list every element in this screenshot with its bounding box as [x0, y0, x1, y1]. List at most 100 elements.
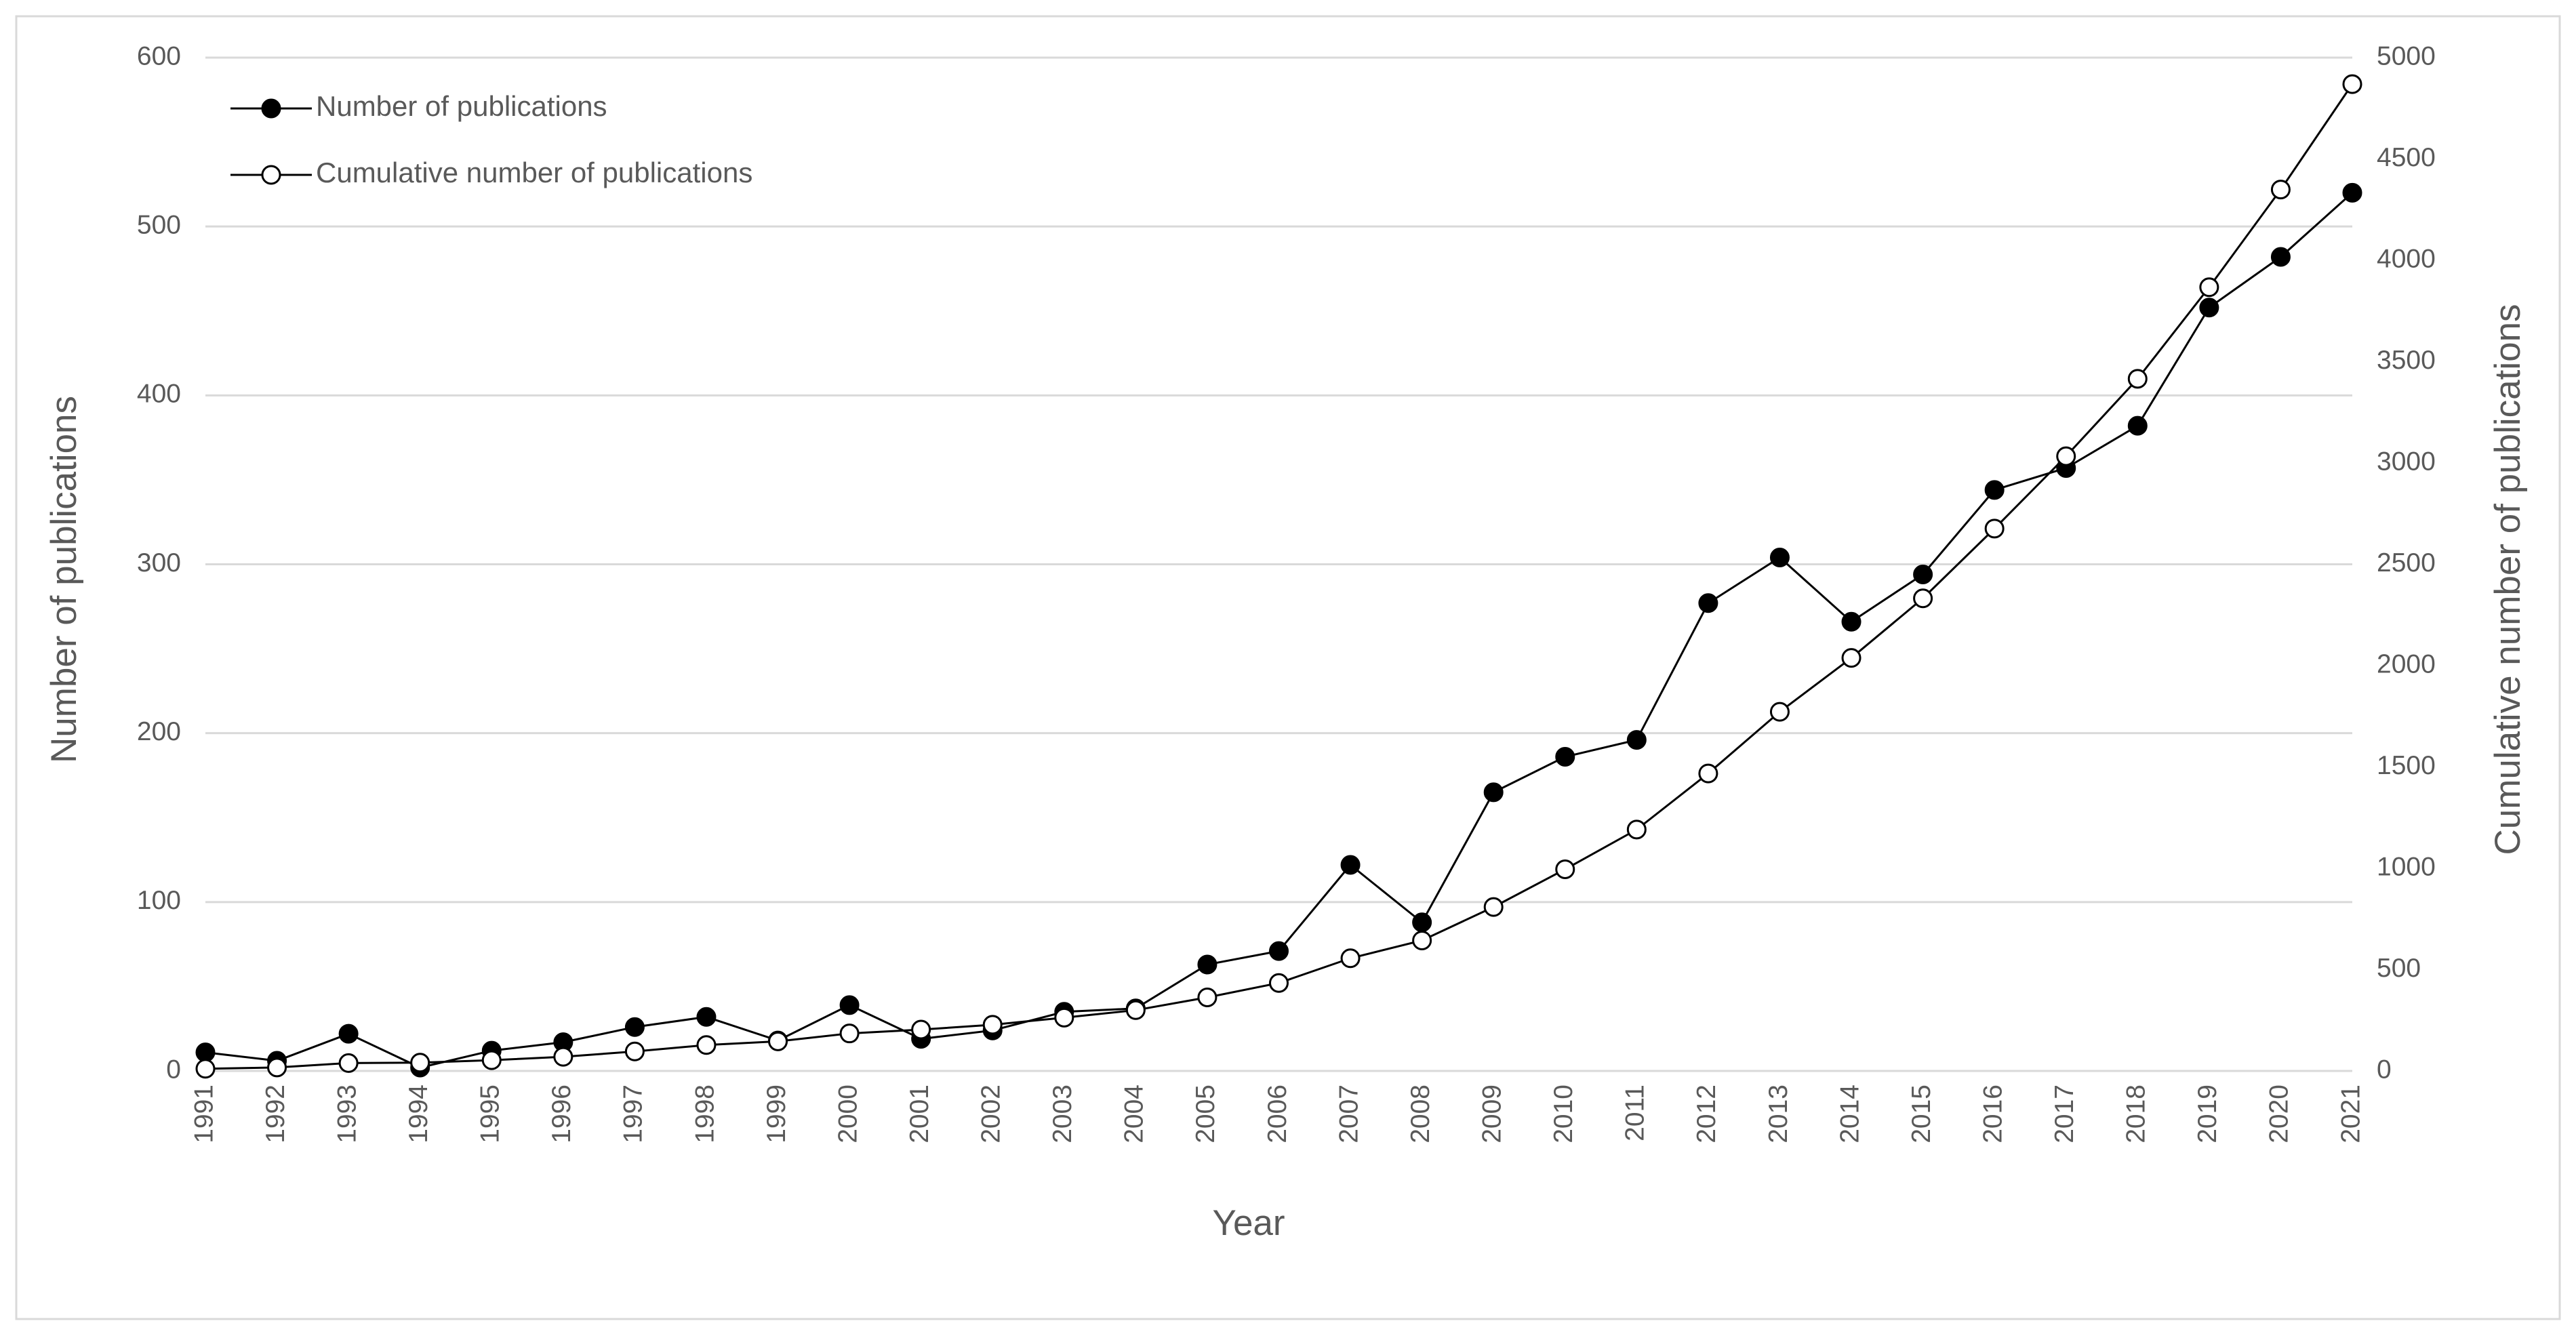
x-tick-label: 2004	[1120, 1084, 1149, 1143]
data-point	[1269, 973, 1289, 993]
data-point	[1125, 1000, 1146, 1020]
data-point	[1841, 648, 1861, 668]
data-point	[839, 995, 860, 1015]
data-point	[2056, 446, 2076, 466]
legend-label: Number of publications	[316, 90, 607, 122]
data-point	[696, 1007, 717, 1027]
y-axis-title: Number of publications	[44, 396, 84, 763]
data-point	[911, 1019, 931, 1040]
x-tick-label: 1992	[261, 1084, 290, 1143]
x-tick-label: 2010	[1549, 1084, 1578, 1143]
y2-tick-label: 2500	[2377, 548, 2436, 577]
x-tick-label: 2016	[1978, 1084, 2007, 1143]
x-tick-label: 1995	[476, 1084, 505, 1143]
data-point	[2270, 247, 2291, 267]
data-point	[624, 1041, 645, 1061]
data-point	[2342, 182, 2362, 203]
data-point	[839, 1023, 860, 1044]
data-point	[410, 1053, 430, 1073]
y-tick-label: 600	[137, 41, 181, 70]
data-point	[982, 1015, 1003, 1035]
data-point	[2127, 415, 2148, 436]
legend-marker	[261, 98, 281, 119]
x-tick-label: 1996	[547, 1084, 576, 1143]
data-point	[195, 1059, 216, 1079]
data-point	[1984, 519, 2005, 539]
data-point	[1555, 747, 1575, 767]
y2-tick-label: 3000	[2377, 447, 2436, 476]
data-point	[1483, 897, 1504, 917]
data-point	[1913, 588, 1933, 609]
x-tick-label: 2021	[2336, 1084, 2365, 1143]
x-tick-label: 1994	[404, 1084, 433, 1143]
y2-tick-label: 4000	[2377, 244, 2436, 273]
data-point	[338, 1053, 359, 1073]
data-point	[1269, 941, 1289, 961]
data-point	[1913, 564, 1933, 584]
y2-tick-label: 5000	[2377, 41, 2436, 70]
data-point	[1769, 702, 1790, 722]
x-tick-label: 2015	[1907, 1084, 1936, 1143]
y2-tick-label: 1500	[2377, 751, 2436, 780]
x-tick-label: 2002	[977, 1084, 1006, 1143]
x-tick-label: 2006	[1263, 1084, 1292, 1143]
data-point	[1483, 782, 1504, 803]
y-tick-label: 0	[166, 1055, 181, 1084]
data-point	[768, 1031, 788, 1051]
data-point	[1626, 819, 1647, 840]
data-point	[1412, 912, 1432, 933]
x-tick-label: 2020	[2265, 1084, 2294, 1143]
data-point	[1412, 930, 1432, 950]
x-tick-label: 2012	[1692, 1084, 1721, 1143]
y-tick-label: 400	[137, 380, 181, 409]
data-point	[624, 1017, 645, 1037]
data-point	[1984, 480, 2005, 500]
data-point	[2199, 298, 2219, 318]
x-tick-label: 1991	[189, 1084, 218, 1143]
x-tick-label: 2009	[1477, 1084, 1506, 1143]
data-point	[2127, 369, 2148, 389]
x-tick-label: 2019	[2193, 1084, 2222, 1143]
data-point	[2270, 180, 2291, 200]
data-point	[553, 1047, 573, 1067]
x-tick-label: 2000	[833, 1084, 862, 1143]
y2-tick-label: 0	[2377, 1055, 2392, 1084]
data-point	[1340, 855, 1361, 875]
data-point	[1197, 987, 1217, 1007]
y2-tick-label: 500	[2377, 954, 2421, 983]
x-tick-label: 2013	[1764, 1084, 1793, 1143]
x-tick-label: 1998	[690, 1084, 719, 1143]
x-tick-label: 2005	[1191, 1084, 1220, 1143]
data-point	[195, 1042, 216, 1063]
data-point	[1698, 763, 1718, 784]
data-point	[267, 1057, 287, 1078]
data-point	[1054, 1007, 1074, 1028]
x-tick-label: 2001	[905, 1084, 934, 1143]
chart-border	[15, 15, 2561, 1320]
y-tick-label: 300	[137, 548, 181, 577]
y-tick-label: 200	[137, 717, 181, 746]
data-point	[1340, 948, 1361, 969]
data-point	[2199, 277, 2219, 298]
x-tick-label: 1999	[762, 1084, 791, 1143]
data-point	[2342, 74, 2362, 94]
y2-axis-title: Cumulative number of publications	[2488, 304, 2528, 855]
data-point	[696, 1035, 717, 1055]
y2-tick-label: 1000	[2377, 852, 2436, 881]
data-point	[1841, 611, 1861, 632]
x-tick-label: 2017	[2050, 1084, 2079, 1143]
y2-tick-label: 2000	[2377, 649, 2436, 678]
x-tick-label: 1993	[332, 1084, 361, 1143]
y-tick-label: 500	[137, 210, 181, 239]
data-point	[1197, 954, 1217, 975]
legend-label: Cumulative number of publications	[316, 157, 752, 188]
x-tick-label: 2011	[1621, 1084, 1650, 1141]
x-tick-label: 2007	[1334, 1084, 1363, 1143]
x-tick-label: 1997	[619, 1084, 648, 1143]
data-point	[1555, 859, 1575, 879]
data-point	[481, 1050, 502, 1070]
y2-tick-label: 3500	[2377, 346, 2436, 375]
x-tick-label: 2008	[1406, 1084, 1435, 1143]
